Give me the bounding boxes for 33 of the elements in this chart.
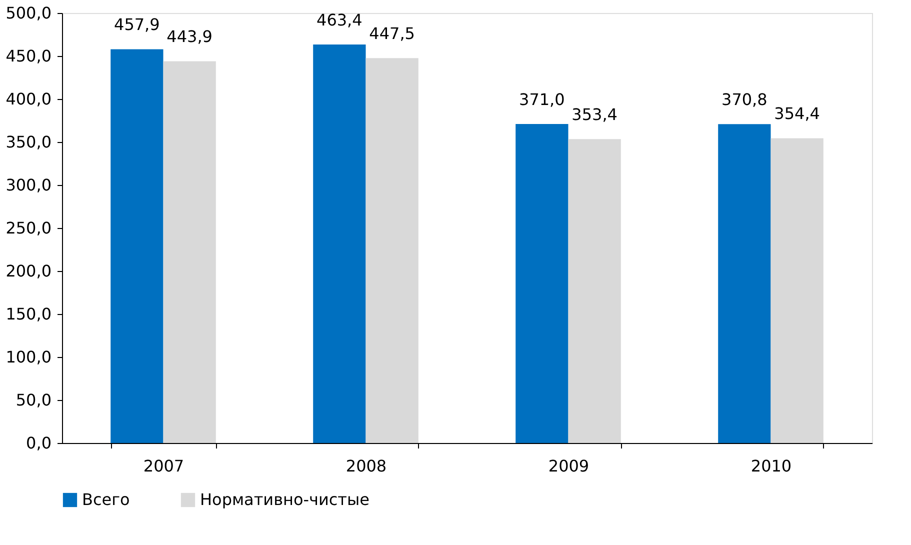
- bar: [770, 138, 824, 443]
- bar: [110, 49, 164, 443]
- data-label: 447,5: [369, 24, 415, 44]
- y-tick-label: 400,0: [6, 90, 52, 108]
- y-tick-label: 50,0: [16, 390, 52, 410]
- y-tick-label: 150,0: [6, 304, 52, 324]
- y-tick-label: 450,0: [6, 46, 52, 66]
- bar: [366, 58, 418, 443]
- x-tick-label: 2007: [143, 456, 184, 476]
- data-label: 463,4: [316, 10, 362, 30]
- x-tick-label: 2009: [548, 456, 590, 476]
- data-label: 457,9: [114, 15, 160, 34]
- y-tick-label: 500,0: [6, 4, 52, 22]
- bar: [163, 61, 216, 443]
- data-label: 370,8: [722, 90, 768, 110]
- data-label: 371,0: [519, 90, 565, 109]
- x-tick-label: 2008: [346, 456, 387, 476]
- y-tick-label: 350,0: [6, 132, 52, 152]
- y-tick-label: 0,0: [26, 434, 52, 452]
- data-label: 354,4: [774, 104, 820, 124]
- bar: [516, 124, 568, 443]
- bar: [718, 124, 771, 443]
- legend-label: Всего: [82, 490, 130, 509]
- bar: [568, 139, 621, 443]
- y-tick-label: 250,0: [6, 218, 52, 238]
- y-tick-label: 100,0: [6, 348, 52, 366]
- data-label: 353,4: [572, 105, 618, 124]
- bar: [313, 44, 366, 443]
- x-tick-label: 2010: [750, 456, 792, 476]
- legend-label: Нормативно-чистые: [200, 490, 370, 509]
- data-label: 443,9: [166, 27, 212, 46]
- y-tick-label: 200,0: [6, 262, 52, 280]
- y-tick-label: 300,0: [6, 176, 52, 194]
